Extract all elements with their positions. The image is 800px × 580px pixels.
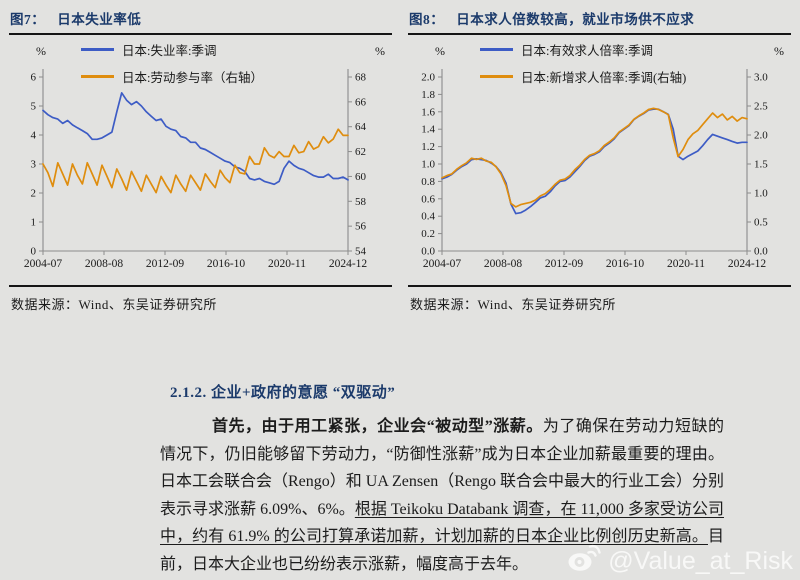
svg-text:0.8: 0.8 xyxy=(421,176,435,188)
figure7-legend: 日本:失业率:季调 日本:劳动参与率（右轴） xyxy=(81,40,263,86)
figure7-chart: % % 日本:失业率:季调 日本:劳动参与率（右轴） 0 1 2 3 4 5 6 54 56 58… xyxy=(9,35,392,285)
divider-rule xyxy=(408,285,791,287)
svg-text:62: 62 xyxy=(355,146,366,158)
figure8-title: 日本求人倍数较高，就业市场供不应求 xyxy=(456,12,695,27)
svg-text:2012-09: 2012-09 xyxy=(146,258,185,270)
paragraph-bold-lead: 首先，由于用工紧张，企业会“被动型”涨薪。 xyxy=(212,418,543,435)
figure8-source: 数据来源：Wind、东吴证券研究所 xyxy=(410,297,616,312)
svg-text:2008-08: 2008-08 xyxy=(85,258,124,270)
svg-text:1.0: 1.0 xyxy=(421,159,435,171)
svg-text:3.0: 3.0 xyxy=(754,72,768,84)
svg-text:2016-10: 2016-10 xyxy=(207,258,246,270)
svg-text:1.5: 1.5 xyxy=(754,159,768,171)
legend-item: 日本:新增求人倍率:季调(右轴) xyxy=(480,67,686,86)
svg-text:0.0: 0.0 xyxy=(754,246,768,258)
svg-text:2.0: 2.0 xyxy=(754,130,768,142)
svg-text:66: 66 xyxy=(355,96,367,108)
svg-text:0.6: 0.6 xyxy=(421,193,435,205)
left-axis-unit: % xyxy=(36,44,46,58)
svg-text:64: 64 xyxy=(355,121,367,133)
svg-text:56: 56 xyxy=(355,221,367,233)
svg-text:1.8: 1.8 xyxy=(421,89,435,101)
right-axis-unit: % xyxy=(375,44,385,58)
weibo-icon xyxy=(567,543,601,579)
legend-item: 日本:劳动参与率（右轴） xyxy=(81,67,263,86)
svg-text:0.5: 0.5 xyxy=(754,217,768,229)
watermark-text: @Value_at_Risk xyxy=(608,546,793,575)
svg-text:1.6: 1.6 xyxy=(421,106,435,118)
figure7-panel: 图7： 日本失业率低 % % 日本:失业率:季调 日本:劳动参与率（右轴） 0 1… xyxy=(9,5,392,313)
svg-text:0.2: 0.2 xyxy=(421,228,435,240)
paragraph-body: 为了确保在劳动力短缺的情况下，仍旧能够留下劳动力，“防御性涨薪”成为日本企业加薪… xyxy=(160,418,724,518)
svg-text:2020-11: 2020-11 xyxy=(667,258,705,270)
legend-line-swatch xyxy=(81,48,114,51)
svg-text:0: 0 xyxy=(31,246,37,258)
figure8-header: 图8： 日本求人倍数较高，就业市场供不应求 xyxy=(408,5,791,33)
figures-row: 图7： 日本失业率低 % % 日本:失业率:季调 日本:劳动参与率（右轴） 0 1… xyxy=(9,5,791,313)
svg-text:0.4: 0.4 xyxy=(421,211,435,223)
svg-text:4: 4 xyxy=(31,130,37,142)
svg-text:60: 60 xyxy=(355,171,367,183)
figure7-title: 日本失业率低 xyxy=(57,12,142,27)
legend-label: 日本:失业率:季调 xyxy=(122,44,217,58)
svg-text:1.0: 1.0 xyxy=(754,188,768,200)
legend-label: 日本:新增求人倍率:季调(右轴) xyxy=(521,71,687,85)
figure7-source: 数据来源：Wind、东吴证券研究所 xyxy=(11,297,217,312)
svg-text:1.2: 1.2 xyxy=(421,141,435,153)
svg-text:1.4: 1.4 xyxy=(421,124,435,136)
svg-text:2004-07: 2004-07 xyxy=(24,258,63,270)
divider-rule xyxy=(9,33,392,35)
svg-text:2.0: 2.0 xyxy=(421,72,435,84)
figure7-header: 图7： 日本失业率低 xyxy=(9,5,392,33)
watermark: @Value_at_Risk xyxy=(567,543,793,579)
svg-text:2020-11: 2020-11 xyxy=(268,258,306,270)
legend-item: 日本:有效求人倍率:季调 xyxy=(480,40,686,59)
svg-text:2004-07: 2004-07 xyxy=(423,258,462,270)
divider-rule xyxy=(408,33,791,35)
legend-label: 日本:有效求人倍率:季调 xyxy=(521,44,653,58)
svg-text:5: 5 xyxy=(31,101,37,113)
svg-text:2016-10: 2016-10 xyxy=(606,258,645,270)
legend-line-swatch xyxy=(480,75,513,78)
svg-text:68: 68 xyxy=(355,72,367,84)
svg-text:58: 58 xyxy=(355,196,367,208)
paragraph-tail: 目前，日本大企业也已纷纷表示涨薪，幅度高于去年。 xyxy=(160,528,724,573)
svg-text:2024-12: 2024-12 xyxy=(329,258,368,270)
figure8-plot-svg: 0.0 0.2 0.4 0.6 0.8 1.0 1.2 1.4 1.6 1.8 2.0 0.0 0.5 1… xyxy=(421,69,768,270)
svg-text:2012-09: 2012-09 xyxy=(545,258,584,270)
figure8-panel: 图8： 日本求人倍数较高，就业市场供不应求 % % 日本:有效求人倍率:季调 日… xyxy=(408,5,791,313)
svg-text:2: 2 xyxy=(31,188,37,200)
svg-text:6: 6 xyxy=(31,72,37,84)
section-heading: 2.1.2. 企业+政府的意愿 “双驱动” xyxy=(170,385,396,401)
legend-item: 日本:失业率:季调 xyxy=(81,40,263,59)
figure7-label: 图7： xyxy=(10,12,46,27)
figure8-chart: % % 日本:有效求人倍率:季调 日本:新增求人倍率:季调(右轴) 0.0 0.2… xyxy=(408,35,791,285)
divider-rule xyxy=(9,285,392,287)
legend-line-swatch xyxy=(480,48,513,51)
legend-label: 日本:劳动参与率（右轴） xyxy=(122,71,263,85)
figure8-label: 图8： xyxy=(409,12,445,27)
right-axis-unit: % xyxy=(774,44,784,58)
svg-text:2008-08: 2008-08 xyxy=(484,258,523,270)
legend-line-swatch xyxy=(81,75,114,78)
left-axis-unit: % xyxy=(435,44,445,58)
svg-text:2.5: 2.5 xyxy=(754,101,768,113)
paragraph-underlined-emphasis: 根据 Teikoku Databank 调查，在 11,000 多家受访公司中，… xyxy=(160,500,724,546)
figure8-legend: 日本:有效求人倍率:季调 日本:新增求人倍率:季调(右轴) xyxy=(480,40,686,86)
svg-text:2024-12: 2024-12 xyxy=(728,258,767,270)
body-paragraph: 首先，由于用工紧张，企业会“被动型”涨薪。为了确保在劳动力短缺的情况下，仍旧能够… xyxy=(160,413,724,578)
svg-text:54: 54 xyxy=(355,246,367,258)
svg-text:0.0: 0.0 xyxy=(421,246,435,258)
svg-text:3: 3 xyxy=(31,159,37,171)
svg-text:1: 1 xyxy=(31,217,37,229)
